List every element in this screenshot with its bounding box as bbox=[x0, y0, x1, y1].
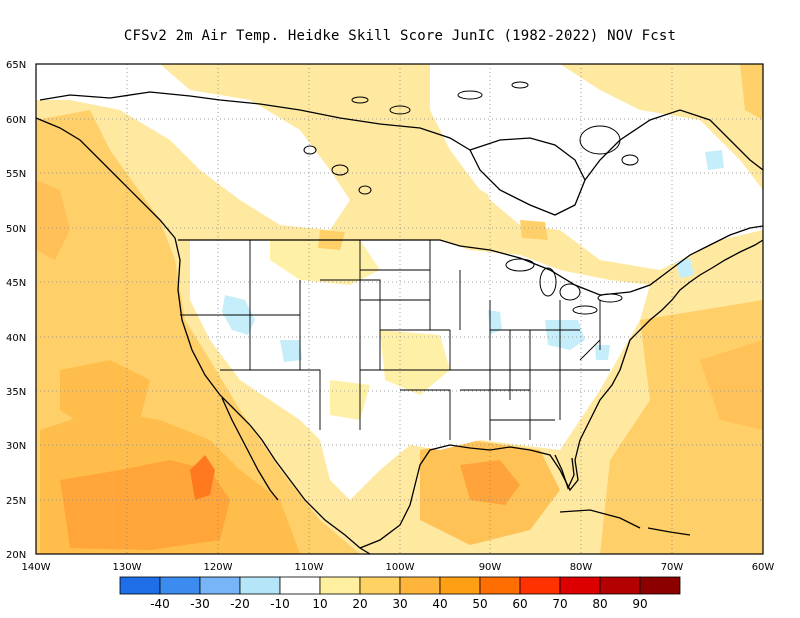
colorbar-swatch bbox=[559, 576, 601, 595]
lat-label-65n: 65N bbox=[6, 60, 26, 71]
colorbar-label: 90 bbox=[632, 597, 647, 611]
orange-patch-alaska bbox=[740, 64, 763, 120]
arctic-coast bbox=[39, 91, 471, 151]
colorbar-swatch bbox=[359, 576, 401, 595]
pacific-hotspot bbox=[60, 460, 230, 550]
atlantic-darker-region bbox=[700, 340, 763, 430]
colorbar-swatch bbox=[479, 576, 521, 595]
orange-patch-quebec bbox=[520, 220, 548, 240]
cyan-midwest bbox=[488, 310, 502, 334]
map-frame bbox=[35, 63, 764, 555]
us-yellow-patch-north bbox=[270, 240, 380, 285]
west-coast-orange-blob bbox=[36, 180, 70, 260]
colorbar-swatch bbox=[399, 576, 441, 595]
great-lakes-border bbox=[489, 249, 671, 296]
chart-title: CFSv2 2m Air Temp. Heidke Skill Score Ju… bbox=[123, 28, 677, 44]
cyan-labrador bbox=[705, 150, 724, 170]
hispaniola bbox=[647, 527, 691, 536]
lat-label-40n: 40N bbox=[6, 333, 26, 344]
hudson-white-region bbox=[470, 140, 580, 230]
state-borders bbox=[180, 240, 610, 440]
lat-label-20n: 20N bbox=[6, 550, 26, 561]
lat-label-45n: 45N bbox=[6, 278, 26, 289]
lon-label-140w: 140W bbox=[22, 562, 51, 573]
lon-label-90w: 90W bbox=[479, 562, 502, 573]
us-yellow-patch-plains bbox=[380, 330, 450, 395]
colorbar-label: 40 bbox=[432, 597, 447, 611]
colorbar-swatch bbox=[439, 576, 481, 595]
cyan-new-england bbox=[676, 258, 694, 278]
canada-white-region-east bbox=[430, 64, 763, 270]
canada-white-region-west bbox=[36, 64, 350, 230]
lat-label-30n: 30N bbox=[6, 441, 26, 452]
lon-label-60w: 60W bbox=[752, 562, 775, 573]
gulf-coastline bbox=[359, 439, 581, 549]
pacific-mid-orange bbox=[60, 360, 150, 430]
pacific-red-spot bbox=[190, 455, 215, 500]
lon-label-110w: 110W bbox=[295, 562, 324, 573]
lakes-islands bbox=[303, 81, 639, 315]
colorbar-swatch bbox=[599, 576, 641, 595]
hudson-bay-coast bbox=[469, 137, 586, 216]
lon-label-100w: 100W bbox=[386, 562, 415, 573]
cyan-mid-atlantic bbox=[595, 345, 610, 360]
gulf-darker-spot bbox=[460, 460, 520, 505]
colorbar-label: 50 bbox=[472, 597, 487, 611]
colorbar: -40 -30 -20 -10 10 20 30 40 50 60 70 80 90 bbox=[119, 576, 681, 611]
colorbar-swatch bbox=[119, 576, 161, 595]
lon-label-130w: 130W bbox=[113, 562, 142, 573]
lat-label-50n: 50N bbox=[6, 224, 26, 235]
colorbar-swatch bbox=[279, 576, 321, 595]
lon-label-80w: 80W bbox=[570, 562, 593, 573]
colorbar-label: 80 bbox=[592, 597, 607, 611]
colorbar-swatch bbox=[319, 576, 361, 595]
colorbar-swatch bbox=[239, 576, 281, 595]
lon-label-70w: 70W bbox=[661, 562, 684, 573]
colorbar-label: -40 bbox=[150, 597, 170, 611]
colorbar-label: 60 bbox=[512, 597, 527, 611]
colorbar-label: -30 bbox=[190, 597, 210, 611]
longitude-labels: 140W 130W 120W 110W 100W 90W 80W 70W 60W bbox=[22, 562, 775, 573]
lat-label-35n: 35N bbox=[6, 387, 26, 398]
lat-label-60n: 60N bbox=[6, 115, 26, 126]
colorbar-label: -10 bbox=[270, 597, 290, 611]
colorbar-label: 20 bbox=[352, 597, 367, 611]
colorbar-swatch bbox=[639, 576, 681, 595]
shading-layer bbox=[36, 64, 763, 554]
florida-peninsula bbox=[554, 454, 575, 490]
gulf-of-st-lawrence bbox=[669, 225, 763, 271]
lat-label-55n: 55N bbox=[6, 169, 26, 180]
cyan-great-basin bbox=[280, 340, 302, 362]
colorbar-label: -20 bbox=[230, 597, 250, 611]
latitude-labels: 65N 60N 55N 50N 45N 40N 35N 30N 25N 20N bbox=[6, 60, 26, 561]
canada-us-border bbox=[178, 239, 491, 251]
baja-peninsula bbox=[221, 397, 279, 501]
colorbar-swatch bbox=[199, 576, 241, 595]
east-coastline bbox=[579, 239, 763, 441]
cyan-ohio-valley bbox=[545, 320, 585, 350]
lat-label-25n: 25N bbox=[6, 496, 26, 507]
colorbar-swatch bbox=[159, 576, 201, 595]
colorbar-label: 70 bbox=[552, 597, 567, 611]
west-coastline bbox=[36, 117, 371, 554]
lon-label-120w: 120W bbox=[204, 562, 233, 573]
colorbar-label: 30 bbox=[392, 597, 407, 611]
cuba bbox=[559, 509, 641, 529]
colorbar-swatch bbox=[519, 576, 561, 595]
colorbar-label: 10 bbox=[312, 597, 327, 611]
